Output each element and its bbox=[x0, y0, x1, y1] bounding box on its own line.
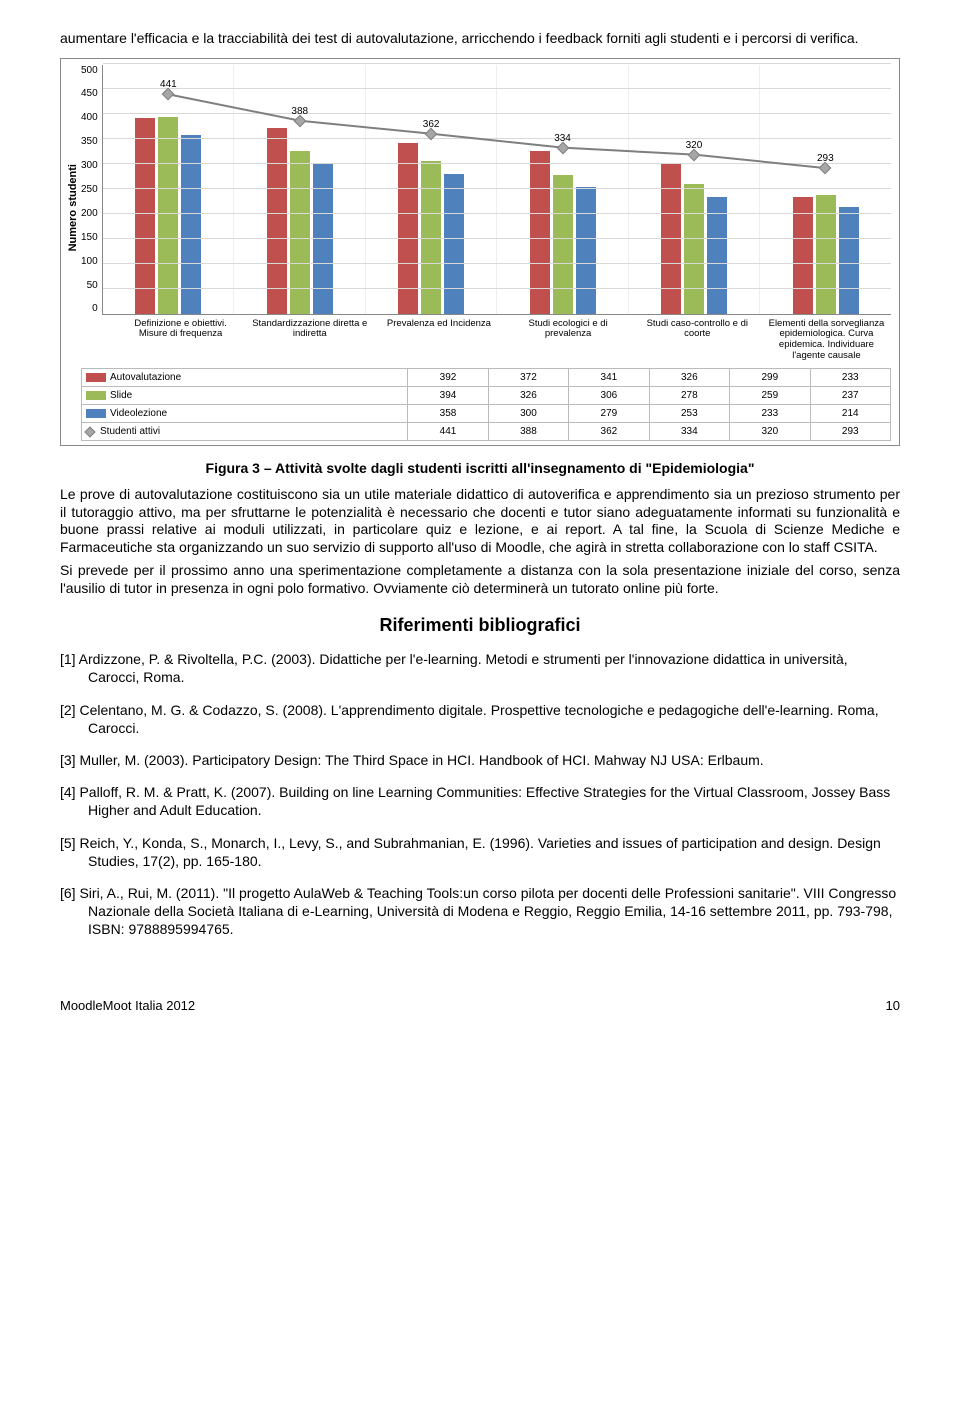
bar bbox=[839, 207, 859, 314]
chart-container: Numero studenti 500450400350300250200150… bbox=[60, 58, 900, 447]
bar-group bbox=[103, 65, 235, 314]
legend-value-cell: 362 bbox=[569, 423, 649, 441]
bar bbox=[290, 151, 310, 314]
legend-value-cell: 320 bbox=[730, 423, 810, 441]
reference-item: [5] Reich, Y., Konda, S., Monarch, I., L… bbox=[60, 834, 900, 870]
legend-series-name: Autovalutazione bbox=[82, 369, 408, 387]
legend-value-cell: 334 bbox=[649, 423, 729, 441]
category-label: Standardizzazione diretta e indiretta bbox=[245, 315, 374, 367]
reference-item: [4] Palloff, R. M. & Pratt, K. (2007). B… bbox=[60, 783, 900, 819]
legend-value-cell: 441 bbox=[408, 423, 488, 441]
reference-item: [2] Celentano, M. G. & Codazzo, S. (2008… bbox=[60, 701, 900, 737]
reference-item: [3] Muller, M. (2003). Participatory Des… bbox=[60, 751, 900, 769]
legend-row: Studenti attivi441388362334320293 bbox=[82, 423, 891, 441]
legend-series-name: Videolezione bbox=[82, 405, 408, 423]
y-axis-ticks: 500450400350300250200150100500 bbox=[81, 65, 102, 315]
footer-page-number: 10 bbox=[886, 998, 900, 1013]
body-paragraph-1: Le prove di autovalutazione costituiscon… bbox=[60, 486, 900, 556]
legend-value-cell: 392 bbox=[408, 369, 488, 387]
bar bbox=[684, 184, 704, 314]
legend-value-cell: 214 bbox=[810, 405, 890, 423]
legend-value-cell: 341 bbox=[569, 369, 649, 387]
category-label: Studi ecologici e di prevalenza bbox=[504, 315, 633, 367]
legend-series-name: Slide bbox=[82, 387, 408, 405]
category-label: Definizione e obiettivi. Misure di frequ… bbox=[116, 315, 245, 367]
legend-value-cell: 326 bbox=[488, 387, 568, 405]
legend-row: Autovalutazione392372341326299233 bbox=[82, 369, 891, 387]
legend-row: Videolezione358300279253233214 bbox=[82, 405, 891, 423]
legend-value-cell: 293 bbox=[810, 423, 890, 441]
bar bbox=[267, 128, 287, 314]
category-label: Elementi della sorveglianza epidemiologi… bbox=[762, 315, 891, 367]
bar bbox=[530, 151, 550, 314]
x-axis-labels: Definizione e obiettivi. Misure di frequ… bbox=[116, 315, 891, 367]
bar-group bbox=[760, 65, 891, 314]
body-paragraph-2: Si prevede per il prossimo anno una sper… bbox=[60, 562, 900, 597]
legend-value-cell: 300 bbox=[488, 405, 568, 423]
y-axis-label: Numero studenti bbox=[65, 164, 81, 251]
chart-plot-area: 441388362334320293 bbox=[102, 65, 891, 315]
bar bbox=[793, 197, 813, 314]
bar-group bbox=[629, 65, 761, 314]
legend-value-cell: 233 bbox=[810, 369, 890, 387]
legend-value-cell: 306 bbox=[569, 387, 649, 405]
category-label: Studi caso-controllo e di coorte bbox=[633, 315, 762, 367]
legend-value-cell: 233 bbox=[730, 405, 810, 423]
legend-series-name: Studenti attivi bbox=[82, 423, 408, 441]
category-label: Prevalenza ed Incidenza bbox=[374, 315, 503, 367]
references-heading: Riferimenti bibliografici bbox=[60, 615, 900, 636]
references-list: [1] Ardizzone, P. & Rivoltella, P.C. (20… bbox=[60, 650, 900, 938]
legend-value-cell: 388 bbox=[488, 423, 568, 441]
bar-group bbox=[497, 65, 629, 314]
reference-item: [1] Ardizzone, P. & Rivoltella, P.C. (20… bbox=[60, 650, 900, 686]
legend-value-cell: 279 bbox=[569, 405, 649, 423]
legend-value-cell: 372 bbox=[488, 369, 568, 387]
bar-group bbox=[234, 65, 366, 314]
legend-value-cell: 253 bbox=[649, 405, 729, 423]
bar bbox=[576, 187, 596, 314]
legend-value-cell: 259 bbox=[730, 387, 810, 405]
legend-value-cell: 278 bbox=[649, 387, 729, 405]
legend-value-cell: 299 bbox=[730, 369, 810, 387]
bar bbox=[158, 117, 178, 314]
figure-caption: Figura 3 – Attività svolte dagli student… bbox=[60, 460, 900, 476]
legend-value-cell: 394 bbox=[408, 387, 488, 405]
bar bbox=[444, 174, 464, 314]
bar bbox=[661, 164, 681, 314]
legend-row: Slide394326306278259237 bbox=[82, 387, 891, 405]
legend-value-cell: 237 bbox=[810, 387, 890, 405]
reference-item: [6] Siri, A., Rui, M. (2011). "Il proget… bbox=[60, 884, 900, 939]
legend-value-cell: 326 bbox=[649, 369, 729, 387]
bar bbox=[707, 197, 727, 314]
bar bbox=[135, 118, 155, 314]
legend-value-cell: 358 bbox=[408, 405, 488, 423]
page-footer: MoodleMoot Italia 2012 10 bbox=[60, 998, 900, 1013]
bar bbox=[553, 175, 573, 314]
intro-paragraph: aumentare l'efficacia e la tracciabilità… bbox=[60, 30, 900, 48]
chart-legend-table: Autovalutazione392372341326299233Slide39… bbox=[81, 368, 891, 441]
footer-left: MoodleMoot Italia 2012 bbox=[60, 998, 195, 1013]
bar-group bbox=[366, 65, 498, 314]
bar bbox=[313, 164, 333, 314]
